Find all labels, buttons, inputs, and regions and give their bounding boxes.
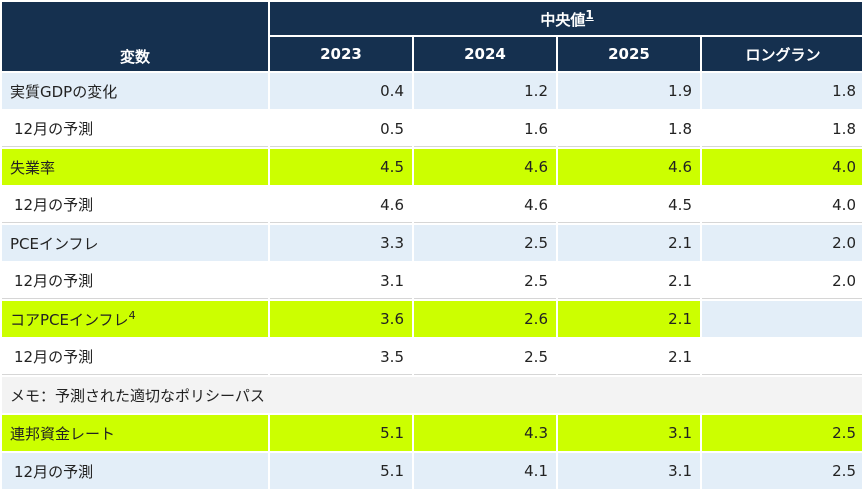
row-label-text: 失業率 <box>10 158 56 177</box>
row-label-text: PCEインフレ <box>10 234 99 253</box>
table-cell: 4.0 <box>702 149 862 185</box>
row-label: PCEインフレ <box>2 225 268 261</box>
table-cell: 1.8 <box>558 111 700 147</box>
median-footnote-link[interactable]: 1 <box>585 7 594 22</box>
row-label-text: コアPCEインフレ <box>10 310 129 329</box>
row-label: 12月の予測 <box>2 339 268 375</box>
memo-row: メモ：予測された適切なポリシーパス <box>2 377 862 413</box>
projections-table: 変数 中央値1 2023 2024 2025 ロングラン 実質GDPの変化 0.4… <box>2 2 862 489</box>
table-cell: 1.8 <box>702 111 862 147</box>
table-cell: 4.5 <box>270 149 412 185</box>
footnote-link[interactable]: 4 <box>128 308 136 322</box>
table-cell <box>702 301 862 337</box>
table-cell: 2.5 <box>702 453 862 489</box>
longer-run-header: ロングラン <box>702 37 862 71</box>
table-cell: 4.6 <box>414 187 556 223</box>
table-body: 実質GDPの変化 0.4 1.2 1.9 1.8 12月の予測 0.5 1.6 1.8 1.8 失業… <box>2 73 862 489</box>
table-cell: 2.1 <box>558 263 700 299</box>
table-cell: 5.1 <box>270 415 412 451</box>
table-cell: 2.5 <box>414 339 556 375</box>
row-label: 12月の予測 <box>2 111 268 147</box>
row-label-text: 12月の予測 <box>14 120 94 138</box>
table-cell: 2.5 <box>414 225 556 261</box>
table-cell: 2.1 <box>558 339 700 375</box>
table-cell: 3.6 <box>270 301 412 337</box>
table-row: 12月の予測 5.1 4.1 3.1 2.5 <box>2 453 862 489</box>
table-cell: 4.0 <box>702 187 862 223</box>
table-row: 失業率 4.5 4.6 4.6 4.0 <box>2 149 862 185</box>
table-cell <box>702 339 862 375</box>
row-label: コアPCEインフレ4 <box>2 301 268 337</box>
median-header-label: 中央値 <box>540 10 586 29</box>
table-row: 12月の予測 3.5 2.5 2.1 <box>2 339 862 375</box>
table-row: 12月の予測 0.5 1.6 1.8 1.8 <box>2 111 862 147</box>
table-cell: 4.5 <box>558 187 700 223</box>
row-label-text: 12月の予測 <box>14 196 94 214</box>
table-cell: 4.6 <box>558 149 700 185</box>
row-label-text: 12月の予測 <box>14 348 94 366</box>
row-label: 12月の予測 <box>2 263 268 299</box>
row-label: 実質GDPの変化 <box>2 73 268 109</box>
row-label: 失業率 <box>2 149 268 185</box>
table-cell: 2.0 <box>702 225 862 261</box>
table-cell: 5.1 <box>270 453 412 489</box>
median-header: 中央値1 <box>270 2 862 35</box>
table-cell: 2.6 <box>414 301 556 337</box>
row-label: 12月の予測 <box>2 453 268 489</box>
table-cell: 3.1 <box>558 415 700 451</box>
table-cell: 2.0 <box>702 263 862 299</box>
variable-header: 変数 <box>2 2 268 71</box>
table-cell: 2.5 <box>702 415 862 451</box>
table-row: 12月の予測 4.6 4.6 4.5 4.0 <box>2 187 862 223</box>
row-label-text: 12月の予測 <box>14 462 94 481</box>
table-row: PCEインフレ 3.3 2.5 2.1 2.0 <box>2 225 862 261</box>
table-cell: 4.6 <box>270 187 412 223</box>
table-cell: 1.8 <box>702 73 862 109</box>
table-cell: 3.1 <box>270 263 412 299</box>
year-header-2024: 2024 <box>414 37 556 71</box>
year-header-2025: 2025 <box>558 37 700 71</box>
row-label: 連邦資金レート <box>2 415 268 451</box>
memo-label: メモ：予測された適切なポリシーパス <box>2 377 862 413</box>
table-cell: 3.1 <box>558 453 700 489</box>
table-row: 実質GDPの変化 0.4 1.2 1.9 1.8 <box>2 73 862 109</box>
row-label: 12月の予測 <box>2 187 268 223</box>
table-cell: 2.1 <box>558 301 700 337</box>
year-header-2023: 2023 <box>270 37 412 71</box>
table-cell: 1.9 <box>558 73 700 109</box>
table-cell: 1.2 <box>414 73 556 109</box>
table-cell: 2.5 <box>414 263 556 299</box>
row-label-text: 連邦資金レート <box>10 424 116 443</box>
table-cell: 0.5 <box>270 111 412 147</box>
table-cell: 4.6 <box>414 149 556 185</box>
table-cell: 4.1 <box>414 453 556 489</box>
row-label-text: 実質GDPの変化 <box>10 82 118 101</box>
table-row: コアPCEインフレ4 3.6 2.6 2.1 <box>2 301 862 337</box>
table-cell: 3.3 <box>270 225 412 261</box>
table-cell: 0.4 <box>270 73 412 109</box>
table-cell: 4.3 <box>414 415 556 451</box>
table-cell: 1.6 <box>414 111 556 147</box>
table-row: 連邦資金レート 5.1 4.3 3.1 2.5 <box>2 415 862 451</box>
table-cell: 2.1 <box>558 225 700 261</box>
row-label-text: 12月の予測 <box>14 272 94 290</box>
table-row: 12月の予測 3.1 2.5 2.1 2.0 <box>2 263 862 299</box>
table-cell: 3.5 <box>270 339 412 375</box>
